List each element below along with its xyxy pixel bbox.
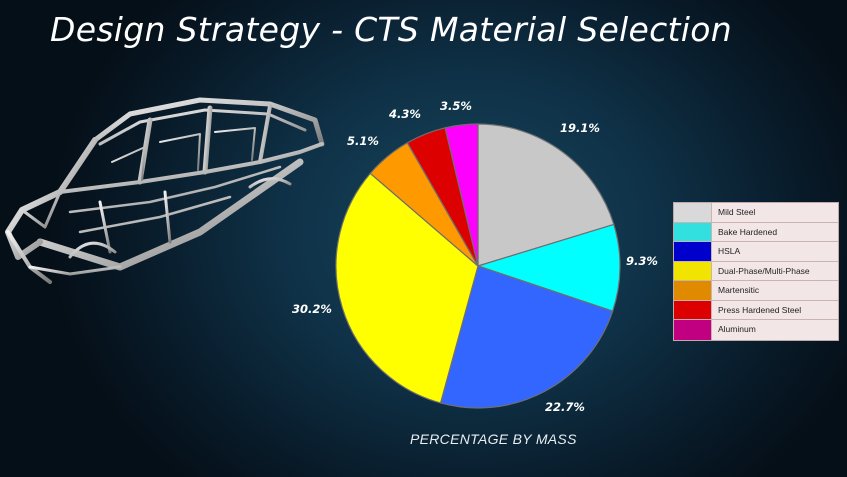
legend-label: Dual-Phase/Multi-Phase (718, 265, 810, 276)
legend-item: Mild Steel (674, 203, 838, 223)
legend-swatch (674, 300, 712, 319)
pie-slice-mild-steel (477, 123, 615, 267)
legend-item: HSLA (674, 242, 838, 262)
legend-item: Dual-Phase/Multi-Phase (674, 261, 838, 281)
legend-swatch (674, 281, 712, 300)
pie-slice-dual-phase-multi-phase (335, 172, 479, 404)
car-body-in-white-icon (5, 97, 325, 284)
pie-data-label: 30.2% (292, 302, 332, 316)
legend-swatch (674, 320, 712, 340)
pie-data-label: 4.3% (388, 107, 421, 121)
legend-label: Martensitic (718, 285, 760, 295)
legend-item: Martensitic (674, 281, 838, 301)
legend-item: Aluminum (674, 320, 838, 340)
slide-title: Design Strategy - CTS Material Selection (50, 10, 732, 49)
legend-swatch (674, 222, 712, 241)
chart-legend: Mild Steel Bake Hardened HSLA Dual-Phase/Mu… (673, 202, 839, 341)
legend-swatch (674, 242, 712, 261)
pie-data-label: 3.5% (440, 99, 472, 113)
legend-label: HSLA (718, 246, 741, 256)
legend-label: Press Hardened Steel (718, 304, 802, 315)
legend-label: Aluminum (718, 324, 756, 334)
pie-data-label: 9.3% (626, 254, 658, 268)
legend-item: Bake Hardened (674, 222, 838, 242)
pie-slice-aluminum (444, 123, 479, 267)
legend-label: Bake Hardened (718, 226, 778, 237)
pie-data-label: 22.7% (545, 400, 585, 414)
legend-label: Mild Steel (718, 207, 756, 217)
pie-data-label: 19.1% (560, 121, 600, 135)
chart-caption: PERCENTAGE BY MASS (410, 431, 577, 447)
pie-data-label: 5.1% (347, 134, 379, 148)
pie-slice-bake-hardened (476, 223, 621, 312)
legend-swatch (674, 203, 712, 222)
pie-slice-hsla (439, 265, 614, 409)
legend-swatch (674, 261, 712, 280)
legend-item: Press Hardened Steel (674, 300, 838, 320)
